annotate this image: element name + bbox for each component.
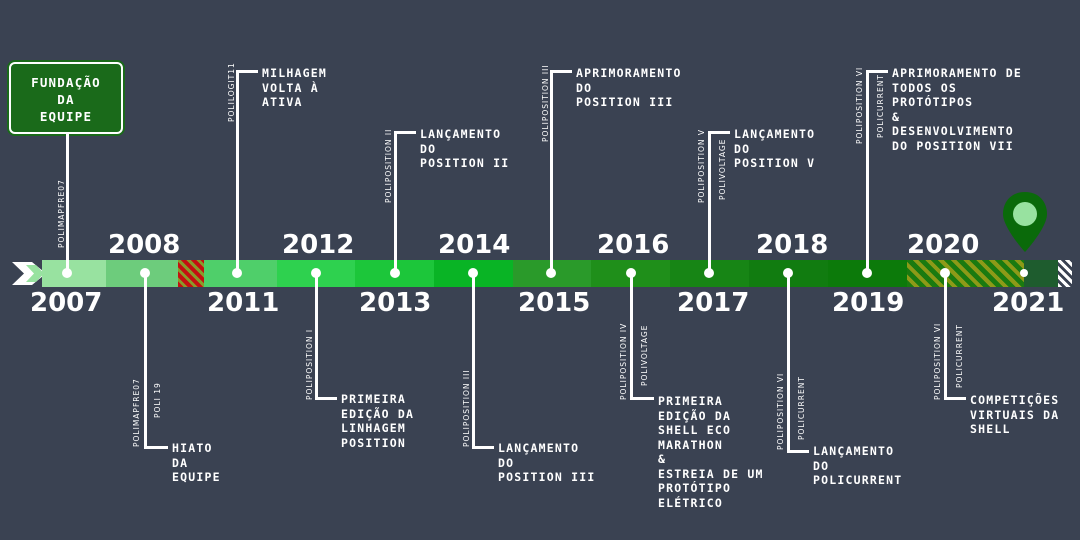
connector-2017-tick	[708, 131, 730, 134]
connector-2007	[66, 134, 69, 272]
event-label-2016: PRIMEIRA EDIÇÃO DA SHELL ECO MARATHON & …	[658, 394, 764, 510]
connector-2014	[472, 272, 475, 448]
vehicle-label: POLILOGIT11	[227, 62, 236, 122]
connector-2016	[630, 272, 633, 399]
vehicle-label: POLIPOSITION III	[541, 64, 550, 142]
year-label-2016: 2016	[597, 230, 670, 260]
foundation-sign	[9, 62, 123, 134]
year-label-2017: 2017	[677, 288, 750, 318]
track-segment-hiatus	[178, 260, 204, 287]
year-label-2012: 2012	[282, 230, 355, 260]
event-dot	[390, 268, 400, 278]
event-dot	[783, 268, 793, 278]
vehicle-label: POLIMAPFRE07	[132, 378, 141, 447]
vehicle-label: POLIPOSITION III	[462, 369, 471, 447]
event-label-2011: MILHAGEM VOLTA À ATIVA	[262, 66, 327, 109]
connector-2012-tick	[315, 397, 337, 400]
vehicle-label: POLI 19	[153, 382, 162, 418]
track-segment-2007	[42, 260, 106, 287]
connector-2011-tick	[236, 70, 258, 73]
event-dot	[862, 268, 872, 278]
connector-2020	[944, 272, 947, 399]
vehicle-label: POLIPOSITION VI	[776, 372, 785, 450]
track-segment-2021	[1024, 260, 1058, 287]
event-label-2020: COMPETIÇÕES VIRTUAIS DA SHELL	[970, 393, 1060, 436]
connector-2014-tick	[472, 446, 494, 449]
year-label-2015: 2015	[518, 288, 591, 318]
vehicle-label: POLIVOLTAGE	[718, 138, 727, 200]
vehicle-label: POLICURRENT	[955, 324, 964, 388]
event-dot	[468, 268, 478, 278]
event-dot	[940, 268, 950, 278]
vehicle-label: POLIPOSITION VI	[933, 322, 942, 400]
event-dot	[62, 268, 72, 278]
event-label-2012: PRIMEIRA EDIÇÃO DA LINHAGEM POSITION	[341, 392, 415, 450]
year-label-2013: 2013	[359, 288, 432, 318]
connector-2013	[394, 131, 397, 272]
year-label-2021: 2021	[992, 288, 1065, 318]
track-segment-end	[1058, 260, 1072, 287]
vehicle-label: POLICURRENT	[876, 74, 885, 138]
event-dot	[140, 268, 150, 278]
year-label-2018: 2018	[756, 230, 829, 260]
connector-2017	[708, 131, 711, 272]
start-arrow-icon	[12, 262, 46, 285]
connector-2008-tick	[144, 446, 168, 449]
connector-2015-tick	[550, 70, 572, 73]
connector-2018	[787, 272, 790, 452]
event-dot	[546, 268, 556, 278]
connector-2012	[315, 272, 318, 399]
event-label-2008: HIATO DA EQUIPE	[172, 441, 221, 484]
event-dot	[704, 268, 714, 278]
vehicle-label: POLIPOSITION V	[697, 128, 706, 203]
vehicle-label: POLIPOSITION I	[305, 328, 314, 400]
event-label-2019: APRIMORAMENTO DE TODOS OS PROTÓTIPOS & D…	[892, 66, 1022, 153]
connector-2018-tick	[787, 450, 809, 453]
event-label-2013: LANÇAMENTO DO POSITION II	[420, 127, 510, 170]
event-dot	[232, 268, 242, 278]
connector-2015	[550, 70, 553, 272]
event-label-2014: LANÇAMENTO DO POSITION III	[498, 441, 596, 484]
foundation-sign-label: FUNDAÇÃO DA EQUIPE	[31, 75, 101, 124]
connector-2008	[144, 272, 147, 448]
year-label-2007: 2007	[30, 288, 103, 318]
event-label-2017: LANÇAMENTO DO POSITION V	[734, 127, 816, 170]
connector-2013-tick	[394, 131, 416, 134]
vehicle-label: POLIMAPFRE07	[57, 179, 66, 248]
connector-2016-tick	[630, 397, 654, 400]
vehicle-label: POLICURRENT	[797, 376, 806, 440]
year-label-2014: 2014	[438, 230, 511, 260]
year-label-2011: 2011	[207, 288, 280, 318]
year-label-2019: 2019	[832, 288, 905, 318]
vehicle-label: POLIPOSITION VI	[855, 66, 864, 144]
location-pin-icon	[1003, 192, 1047, 252]
event-label-2015: APRIMORAMENTO DO POSITION III	[576, 66, 682, 109]
event-dot-end	[1020, 269, 1028, 277]
event-dot	[311, 268, 321, 278]
event-dot	[626, 268, 636, 278]
event-label-2018: LANÇAMENTO DO POLICURRENT	[813, 444, 903, 487]
connector-2011	[236, 70, 239, 272]
vehicle-label: POLIPOSITION II	[384, 128, 393, 203]
connector-2020-tick	[944, 397, 966, 400]
year-label-2008: 2008	[108, 230, 181, 260]
connector-2019	[866, 70, 869, 272]
year-label-2020: 2020	[907, 230, 980, 260]
track-segment-2020	[907, 260, 1024, 287]
connector-2019-tick	[866, 70, 888, 73]
vehicle-label: POLIVOLTAGE	[640, 324, 649, 386]
vehicle-label: POLIPOSITION IV	[619, 322, 628, 400]
